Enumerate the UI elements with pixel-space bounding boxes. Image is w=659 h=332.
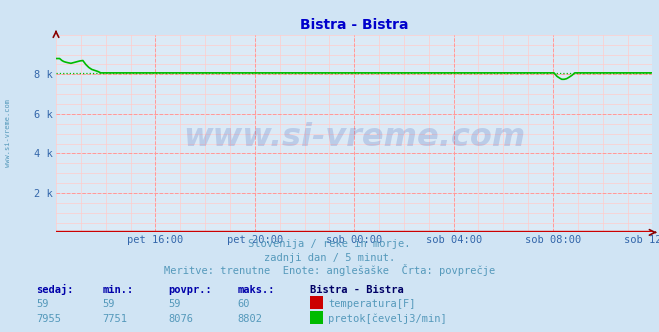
Text: temperatura[F]: temperatura[F] bbox=[328, 299, 416, 309]
Text: zadnji dan / 5 minut.: zadnji dan / 5 minut. bbox=[264, 253, 395, 263]
Text: maks.:: maks.: bbox=[237, 285, 275, 295]
Text: povpr.:: povpr.: bbox=[168, 285, 212, 295]
Text: Slovenija / reke in morje.: Slovenija / reke in morje. bbox=[248, 239, 411, 249]
Text: 8076: 8076 bbox=[168, 314, 193, 324]
Title: Bistra - Bistra: Bistra - Bistra bbox=[300, 18, 409, 32]
Text: 59: 59 bbox=[36, 299, 49, 309]
Text: 8802: 8802 bbox=[237, 314, 262, 324]
Text: pretok[čevelj3/min]: pretok[čevelj3/min] bbox=[328, 313, 447, 324]
Text: www.si-vreme.com: www.si-vreme.com bbox=[183, 122, 525, 153]
Text: 7751: 7751 bbox=[102, 314, 127, 324]
Text: min.:: min.: bbox=[102, 285, 133, 295]
Text: Meritve: trenutne  Enote: anglešaške  Črta: povprečje: Meritve: trenutne Enote: anglešaške Črta… bbox=[164, 264, 495, 276]
Text: 59: 59 bbox=[102, 299, 115, 309]
Text: Bistra - Bistra: Bistra - Bistra bbox=[310, 285, 403, 295]
Text: www.si-vreme.com: www.si-vreme.com bbox=[5, 99, 11, 167]
Text: sedaj:: sedaj: bbox=[36, 284, 74, 295]
Text: 7955: 7955 bbox=[36, 314, 61, 324]
Text: 60: 60 bbox=[237, 299, 250, 309]
Text: 59: 59 bbox=[168, 299, 181, 309]
